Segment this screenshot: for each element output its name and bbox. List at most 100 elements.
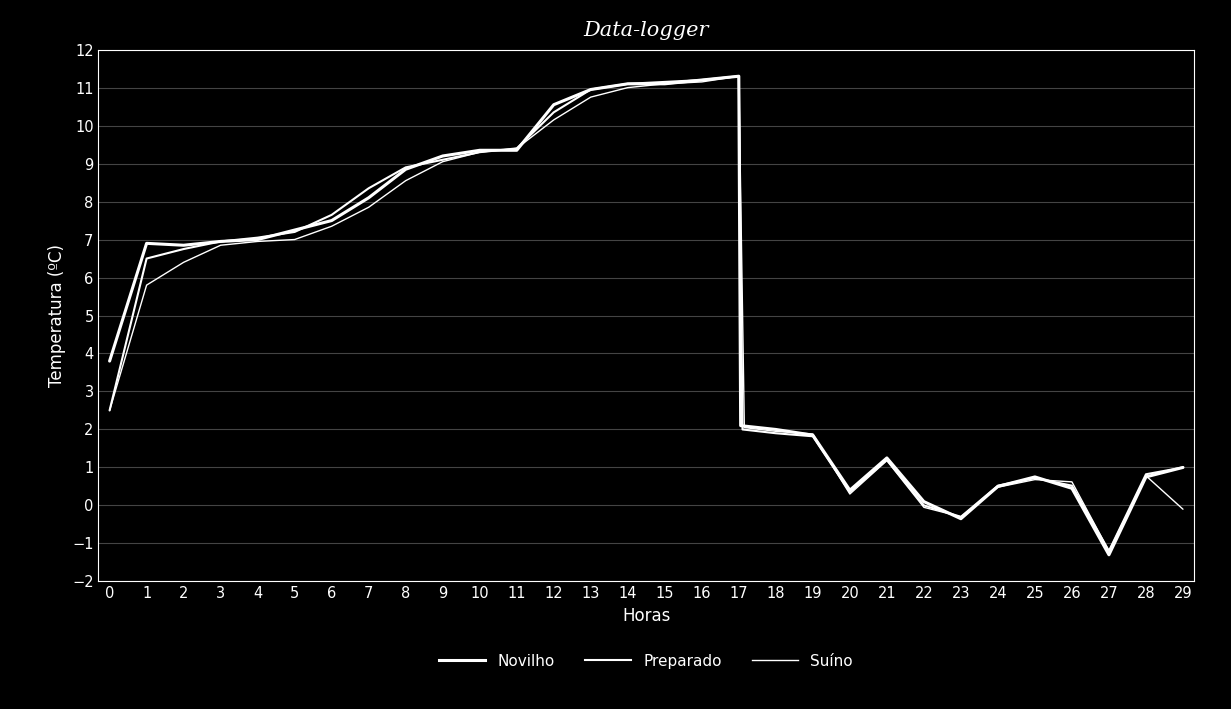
Suíno	[917, 503, 932, 512]
Novilho	[547, 101, 561, 109]
Novilho	[657, 79, 672, 88]
Suíno	[547, 116, 561, 124]
Title: Data-logger: Data-logger	[583, 21, 709, 40]
Preparado	[399, 163, 414, 172]
Suíno	[473, 148, 487, 157]
Preparado	[842, 488, 857, 496]
Novilho	[361, 194, 375, 202]
Novilho	[176, 241, 191, 250]
Suíno	[1102, 547, 1117, 555]
Suíno	[620, 84, 635, 92]
Suíno	[879, 457, 894, 465]
Preparado	[768, 429, 783, 437]
Novilho	[583, 85, 598, 94]
Suíno	[287, 235, 302, 244]
Preparado	[250, 233, 265, 242]
Novilho	[842, 486, 857, 494]
Preparado	[991, 481, 1006, 490]
Suíno	[731, 72, 746, 80]
Suíno	[176, 258, 191, 267]
Preparado	[324, 211, 339, 219]
Suíno	[657, 79, 672, 88]
Line: Suíno: Suíno	[110, 76, 1183, 551]
Preparado	[510, 144, 524, 152]
Novilho	[879, 454, 894, 462]
Suíno	[139, 281, 154, 289]
Suíno	[250, 238, 265, 246]
Novilho	[1028, 473, 1043, 481]
Preparado	[1065, 481, 1080, 490]
Suíno	[954, 513, 969, 521]
Preparado	[917, 501, 932, 510]
Suíno	[510, 144, 524, 152]
Preparado	[620, 79, 635, 88]
Suíno	[1139, 471, 1153, 480]
Preparado	[102, 406, 117, 415]
X-axis label: Horas: Horas	[622, 607, 671, 625]
Novilho	[954, 515, 969, 523]
Suíno	[213, 241, 228, 250]
Legend: Novilho, Preparado, Suíno: Novilho, Preparado, Suíno	[433, 647, 859, 675]
Suíno	[1176, 505, 1190, 513]
Novilho	[991, 482, 1006, 491]
Novilho	[805, 431, 820, 440]
Suíno	[805, 430, 820, 438]
Novilho	[399, 165, 414, 174]
Novilho	[287, 225, 302, 234]
Novilho	[510, 146, 524, 155]
Novilho	[250, 235, 265, 244]
Novilho	[473, 146, 487, 155]
Suíno	[991, 483, 1006, 491]
Novilho	[917, 498, 932, 506]
Preparado	[213, 238, 228, 246]
Novilho	[436, 152, 451, 160]
Suíno	[583, 93, 598, 101]
Preparado	[436, 155, 451, 164]
Novilho	[324, 216, 339, 225]
Suíno	[768, 427, 783, 435]
Line: Novilho: Novilho	[110, 76, 1183, 554]
Novilho	[734, 421, 748, 430]
Preparado	[473, 148, 487, 157]
Novilho	[768, 425, 783, 434]
Novilho	[620, 79, 635, 88]
Novilho	[1139, 473, 1153, 481]
Preparado	[879, 456, 894, 464]
Preparado	[1102, 547, 1117, 555]
Preparado	[176, 245, 191, 253]
Suíno	[361, 203, 375, 211]
Suíno	[842, 490, 857, 498]
Preparado	[694, 76, 709, 84]
Novilho	[139, 239, 154, 247]
Novilho	[213, 238, 228, 246]
Preparado	[583, 85, 598, 94]
Line: Preparado: Preparado	[110, 76, 1183, 551]
Novilho	[694, 76, 709, 84]
Novilho	[1065, 484, 1080, 493]
Suíno	[102, 406, 117, 415]
Y-axis label: Temperatura (ºC): Temperatura (ºC)	[48, 244, 66, 387]
Preparado	[287, 228, 302, 236]
Preparado	[139, 255, 154, 263]
Suíno	[436, 157, 451, 166]
Preparado	[731, 72, 746, 80]
Preparado	[805, 432, 820, 440]
Novilho	[1102, 550, 1117, 559]
Suíno	[324, 222, 339, 230]
Preparado	[1176, 463, 1190, 471]
Suíno	[694, 78, 709, 86]
Preparado	[657, 78, 672, 86]
Preparado	[361, 184, 375, 193]
Suíno	[737, 423, 752, 432]
Preparado	[1028, 474, 1043, 482]
Suíno	[1065, 478, 1080, 486]
Novilho	[1176, 463, 1190, 471]
Preparado	[547, 108, 561, 116]
Preparado	[954, 513, 969, 521]
Novilho	[731, 72, 746, 80]
Suíno	[399, 177, 414, 185]
Preparado	[735, 425, 750, 434]
Novilho	[102, 357, 117, 365]
Preparado	[1139, 470, 1153, 479]
Suíno	[1028, 475, 1043, 484]
